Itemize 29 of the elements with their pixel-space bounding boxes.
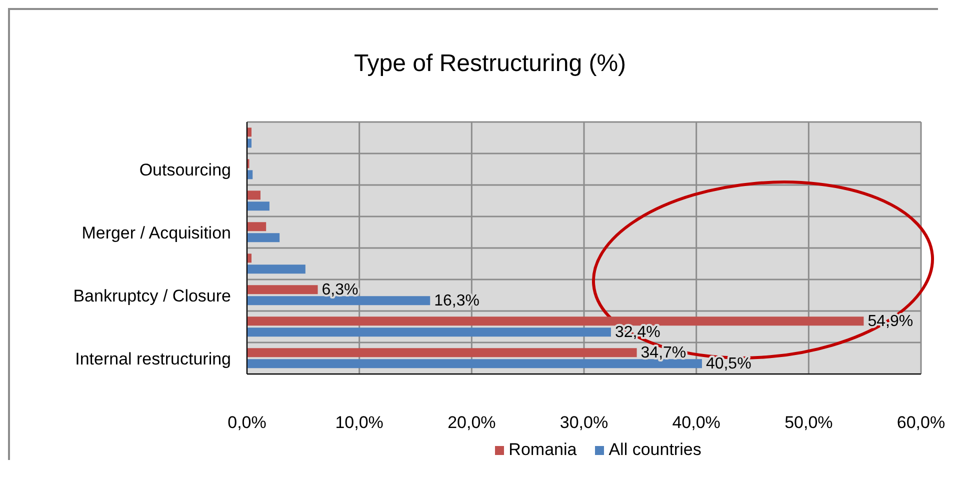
bar (247, 202, 270, 211)
x-tick-label: 50,0% (784, 413, 833, 432)
y-tick-label: Internal restructuring (75, 349, 231, 368)
y-tick-label: Bankruptcy / Closure (73, 286, 231, 306)
bar (247, 233, 280, 242)
data-label: 34,7% (640, 344, 686, 362)
bar (247, 296, 430, 306)
x-tick-label: 30,0% (560, 413, 608, 432)
bar (247, 285, 318, 294)
bar (247, 222, 266, 232)
bar (247, 264, 306, 274)
data-label: 40,5% (706, 356, 752, 373)
data-label: 16,3% (434, 292, 480, 310)
bar (247, 316, 864, 326)
chart-title: Type of Restructuring (%) (352, 50, 628, 78)
y-tick-label: Outsourcing (139, 160, 231, 180)
bar (247, 190, 260, 200)
y-tick-label: Merger / Acquisition (82, 223, 231, 242)
x-tick-label: 20,0% (448, 413, 496, 432)
bar (247, 328, 611, 337)
data-label: 6,3% (322, 282, 358, 299)
x-tick-label: 60,0% (896, 413, 946, 432)
legend-label: All countries (608, 440, 702, 460)
x-tick-label: 0,0% (228, 413, 266, 432)
x-tick-label: 40,0% (672, 413, 720, 432)
bar (247, 348, 637, 358)
x-tick-label: 10,0% (335, 413, 384, 432)
bar (247, 359, 702, 368)
legend-label: Romania (508, 440, 577, 460)
